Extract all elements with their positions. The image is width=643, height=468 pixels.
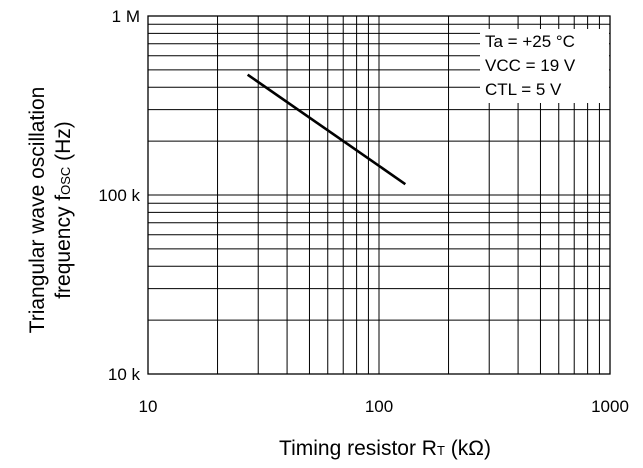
y-axis-title-line1: Triangular wave oscillation [26, 87, 49, 334]
x-tick-label-10: 10 [139, 397, 158, 416]
condition-label: VCC = 19 V [485, 56, 576, 75]
y-tick-label-100k: 100 k [98, 186, 140, 205]
plot-frame [147, 15, 611, 375]
x-tick-label-100: 100 [365, 397, 393, 416]
series-line-0 [246, 73, 407, 186]
x-tick-label-1000: 1000 [591, 397, 629, 416]
data-lines [246, 73, 407, 186]
conditions-box: Ta = +25 °C VCC = 19 V CTL = 5 V [480, 29, 609, 103]
y-axis-title-line2: frequency fOSC (Hz) [52, 121, 75, 299]
y-tick-label-10k: 10 k [108, 365, 141, 384]
condition-label: Ta = +25 °C [485, 32, 575, 51]
condition-label: CTL = 5 V [485, 80, 562, 99]
y-tick-label-1M: 1 M [112, 7, 140, 26]
conditions-background [480, 29, 609, 103]
x-axis-title: Timing resistor RT (kΩ) [279, 437, 491, 460]
